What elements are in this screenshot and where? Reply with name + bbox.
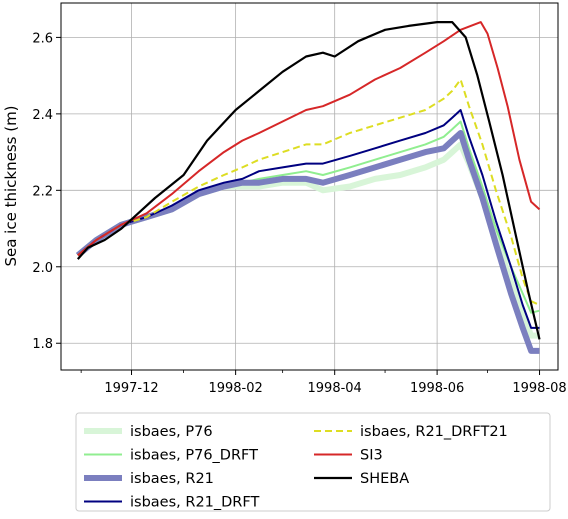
legend-label: isbaes, P76_DRFT xyxy=(130,448,258,464)
series-line-si3 xyxy=(77,21,541,257)
plot-frame xyxy=(60,2,559,371)
series-lines xyxy=(75,21,541,354)
legend: isbaes, P76 isbaes, P76_DRFT isbaes, R21 is… xyxy=(75,412,551,512)
legend-label: SHEBA xyxy=(360,471,409,487)
series-line-isbaes-p76 xyxy=(75,141,540,339)
y-tick-label: 2.4 xyxy=(32,108,53,123)
legend-label: SI3 xyxy=(360,448,383,464)
legend-label: isbaes, P76 xyxy=(130,424,213,440)
y-axis: 1.8 2.0 2.2 2.4 2.6 xyxy=(32,31,61,352)
y-tick-label: 2.2 xyxy=(32,184,53,199)
legend-label: isbaes, R21 xyxy=(130,471,214,487)
series-line-isbaes-r21 xyxy=(75,130,540,354)
series-line-isbaes-r21-drft21 xyxy=(77,78,540,306)
legend-label: isbaes, R21_DRFT xyxy=(130,495,259,511)
x-axis: 1997-12 1998-02 1998-04 1998-06 1998-08 xyxy=(80,370,567,396)
x-tick-label: 1998-02 xyxy=(208,381,262,396)
series-line-sheba xyxy=(76,21,541,340)
y-tick-label: 2.0 xyxy=(32,261,53,276)
x-tick-label: 1998-06 xyxy=(410,381,464,396)
x-tick-label: 1997-12 xyxy=(104,381,158,396)
legend-frame xyxy=(75,412,551,512)
x-tick-label: 1998-04 xyxy=(308,381,362,396)
y-axis-label: Sea ice thickness (m) xyxy=(2,105,20,266)
grid xyxy=(61,3,558,370)
y-tick-label: 2.6 xyxy=(32,31,53,46)
y-tick-label: 1.8 xyxy=(32,337,53,352)
series-line-isbaes-r21-drft xyxy=(77,109,540,329)
x-tick-label: 1998-08 xyxy=(512,381,566,396)
legend-label: isbaes, R21_DRFT21 xyxy=(360,424,508,440)
